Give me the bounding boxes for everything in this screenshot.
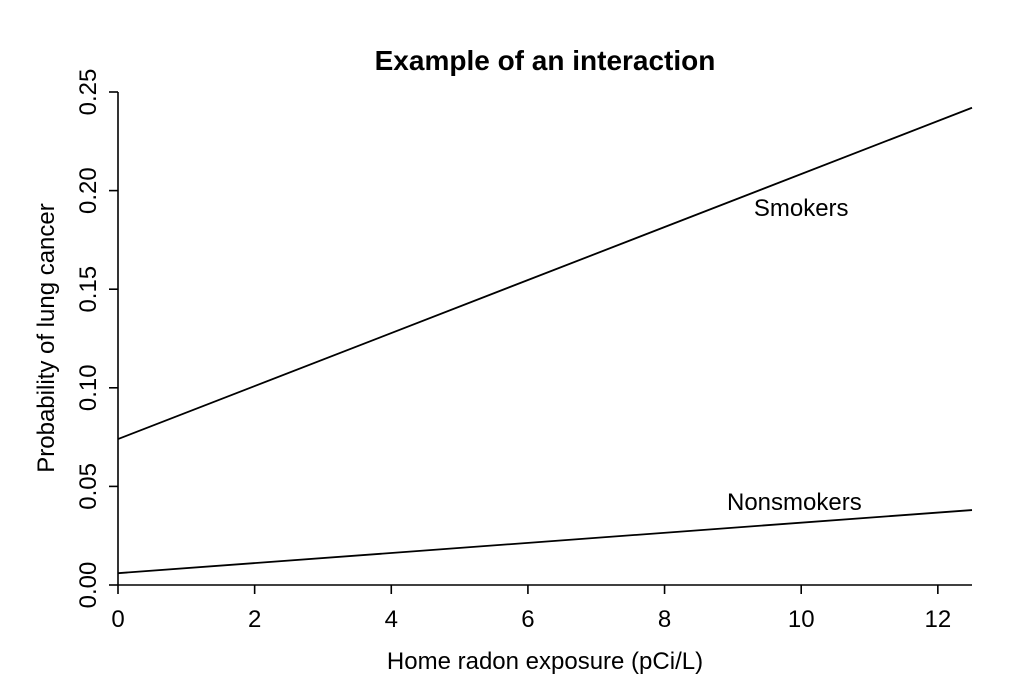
y-tick-label: 0.20 [75,167,102,214]
series-label-smokers: Smokers [754,195,849,222]
series-line-nonsmokers [117,509,973,575]
y-tick-label: 0.05 [75,463,102,510]
x-tick-label: 4 [385,606,398,633]
y-tick-label: 0.15 [75,266,102,313]
y-tick-label: 0.10 [75,364,102,411]
y-tick-label: 0.25 [75,69,102,116]
series-lines [117,106,973,575]
y-ticks: 0.00 0.05 0.10 0.15 0.20 0.25 [75,69,118,609]
series-labels: Smokers Nonsmokers [727,195,862,516]
x-axis-title: Home radon exposure (pCi/L) [387,648,703,675]
series-label-nonsmokers: Nonsmokers [727,489,862,516]
y-axis-title: Probability of lung cancer [33,203,60,472]
x-ticks: 0 2 4 6 8 10 12 [111,585,951,633]
axes [117,92,972,586]
x-tick-label: 0 [111,606,124,633]
x-tick-label: 8 [658,606,671,633]
x-tick-label: 2 [248,606,261,633]
x-tick-label: 12 [924,606,951,633]
series-line-smokers [117,106,973,440]
x-tick-label: 6 [521,606,534,633]
y-tick-label: 0.00 [75,562,102,609]
x-tick-label: 10 [788,606,815,633]
chart-title: Example of an interaction [375,45,716,76]
